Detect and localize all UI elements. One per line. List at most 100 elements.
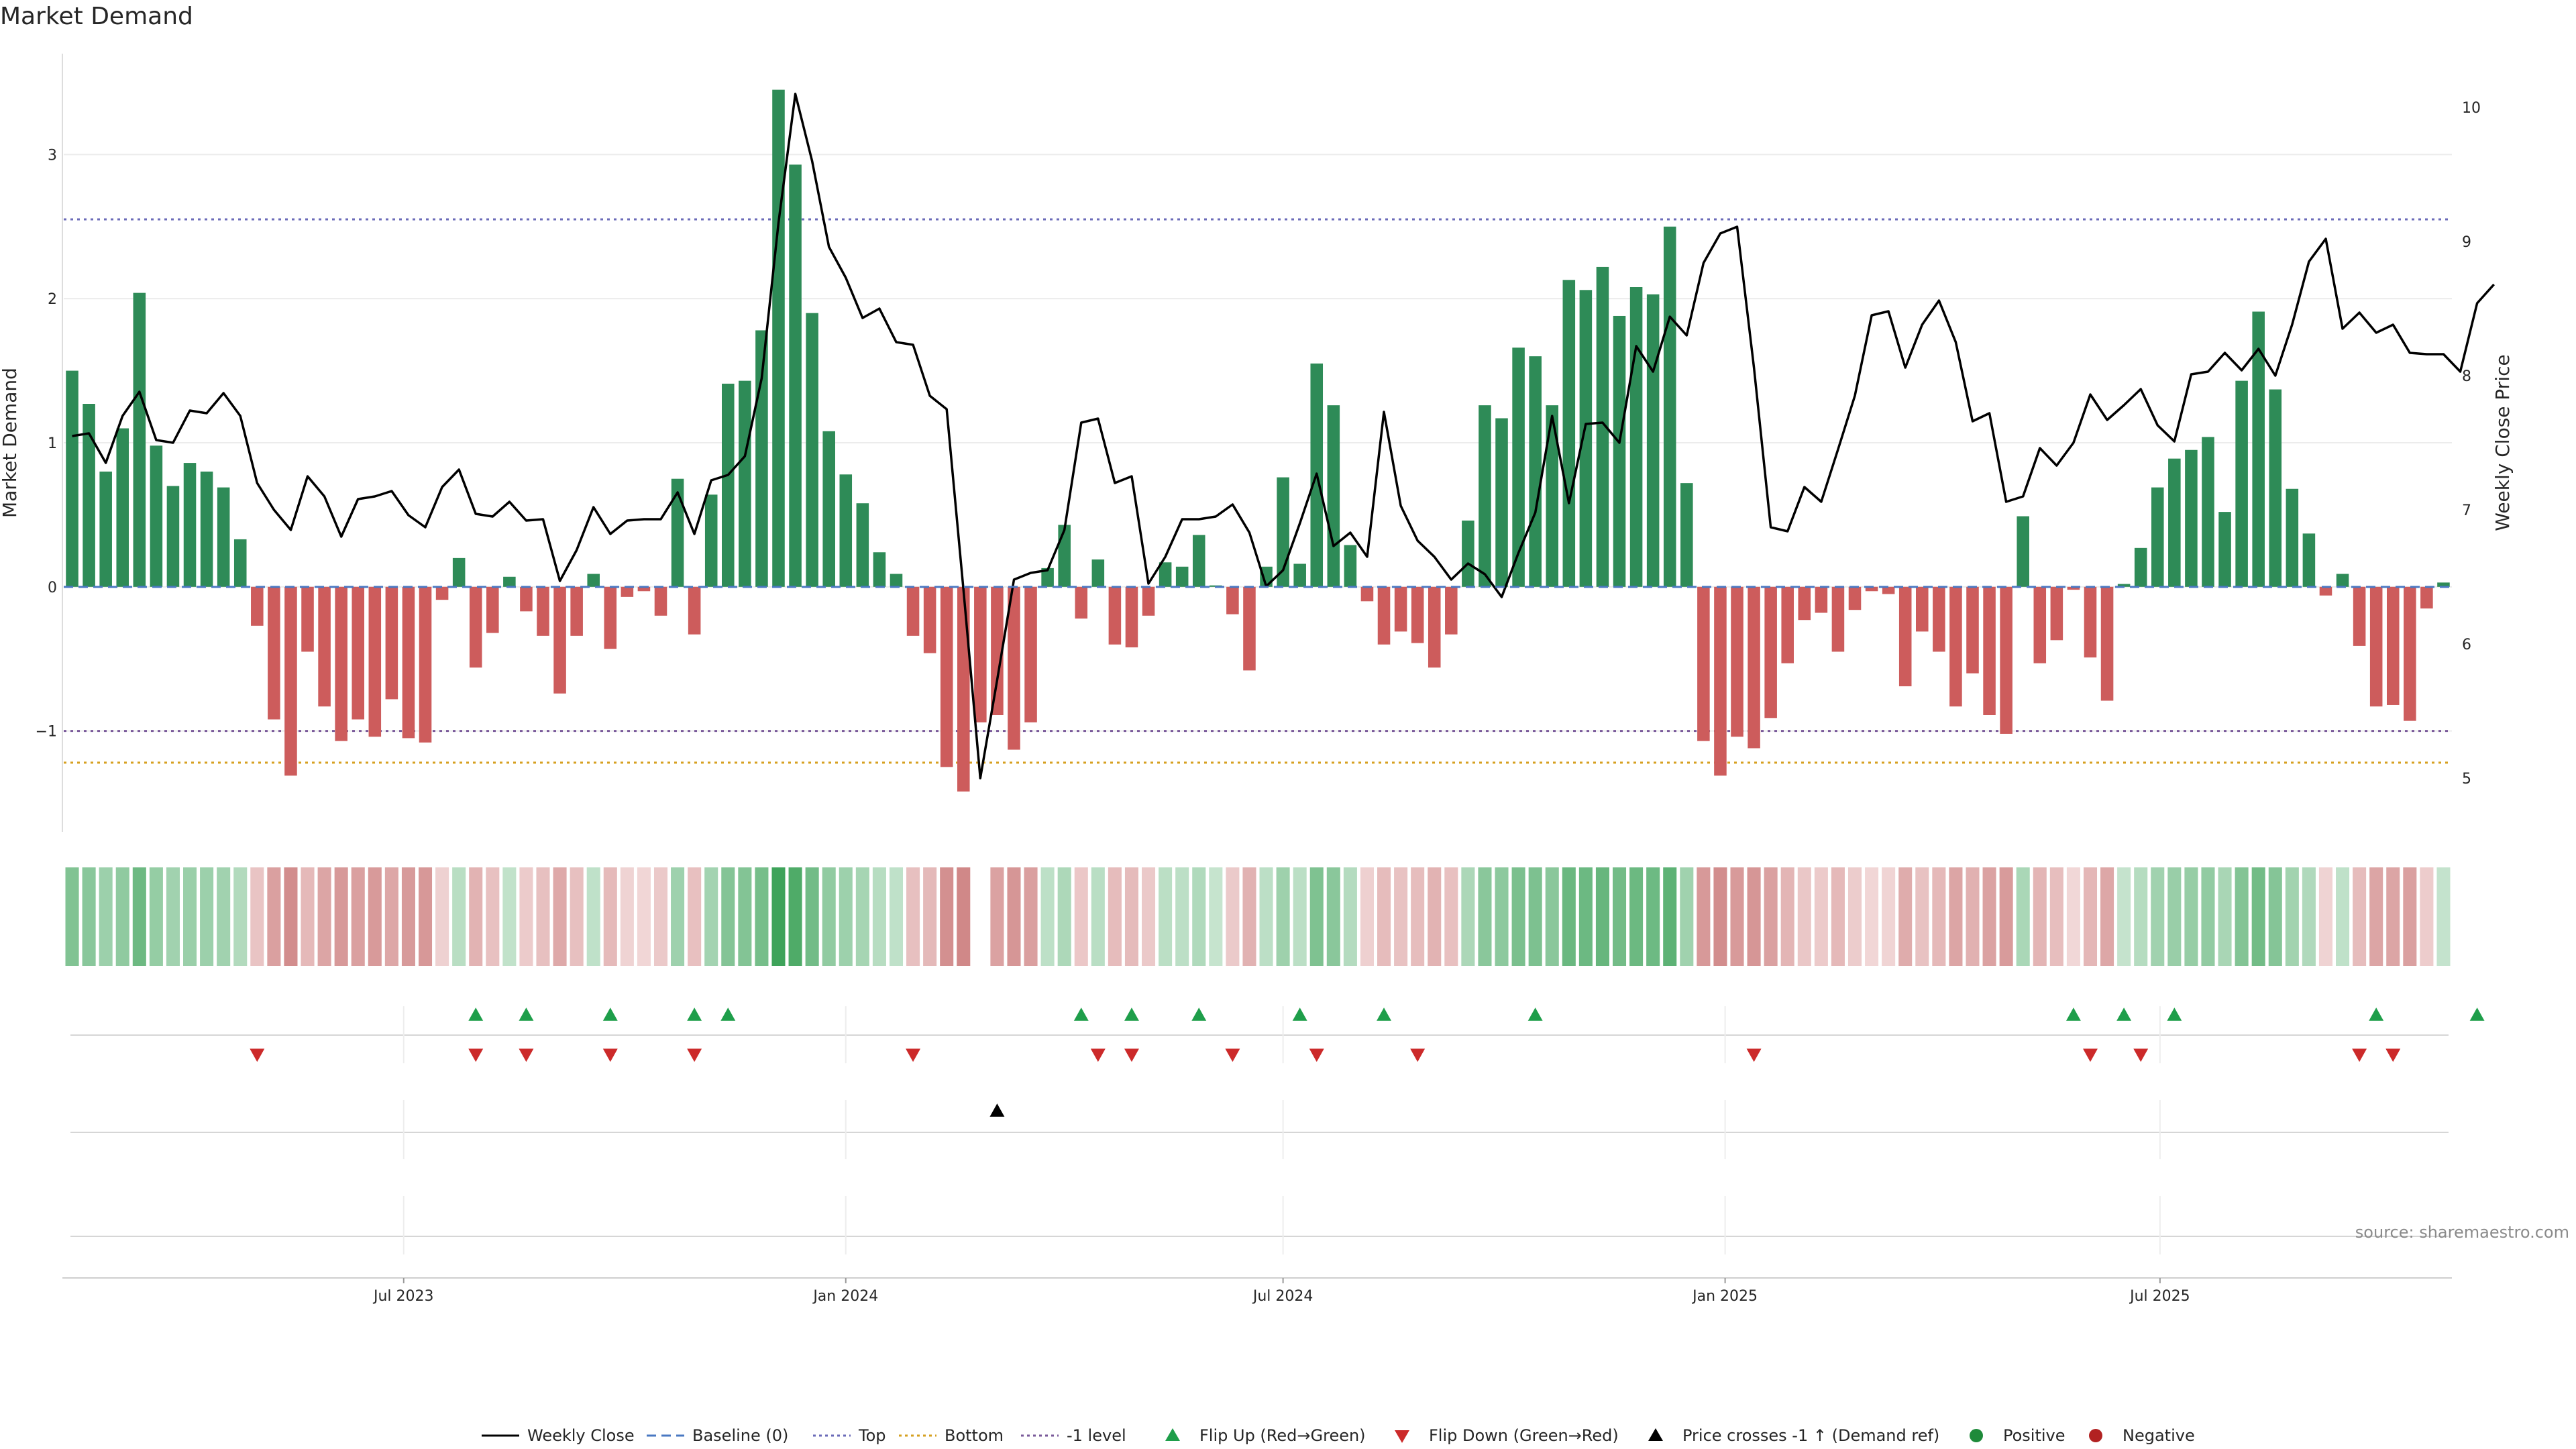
- demand-bar: [923, 586, 936, 653]
- heat-cell: [1814, 867, 1828, 966]
- heat-cell: [435, 867, 449, 966]
- heat-cell: [1747, 867, 1761, 966]
- heat-cell: [805, 867, 819, 966]
- legend-label: Weekly Close: [527, 1426, 635, 1445]
- signal-markers-layer: [250, 1008, 2485, 1117]
- heat-cell: [519, 867, 533, 966]
- demand-bar: [150, 445, 163, 587]
- demand-bar: [233, 539, 247, 587]
- heat-cell: [384, 867, 398, 966]
- heat-cell: [301, 867, 315, 966]
- heat-cell: [2369, 867, 2383, 966]
- legend-swatch: [1395, 1430, 1409, 1443]
- heat-cell: [2151, 867, 2165, 966]
- heat-cell: [1932, 867, 1946, 966]
- demand-bar: [1108, 586, 1122, 645]
- heat-cell: [1461, 867, 1475, 966]
- demand-bar: [1848, 586, 1862, 610]
- heat-cell: [1326, 867, 1340, 966]
- flip-down-marker: [1090, 1049, 1106, 1062]
- y2-tick-label: 6: [2462, 637, 2471, 653]
- heat-cell: [2066, 867, 2080, 966]
- flip-down-marker: [2385, 1049, 2401, 1062]
- demand-bar: [1008, 586, 1020, 750]
- demand-bar: [621, 586, 634, 597]
- flip-down-marker: [250, 1049, 265, 1062]
- demand-bar: [2067, 586, 2080, 590]
- heat-cell: [1428, 867, 1442, 966]
- demand-bar: [2235, 380, 2248, 587]
- demand-bar: [671, 478, 684, 587]
- flip-up-marker: [1124, 1008, 1139, 1021]
- flip-down-marker: [602, 1049, 618, 1062]
- y-tick-label: 3: [48, 147, 57, 164]
- heat-cell: [1865, 867, 1879, 966]
- demand-bar: [2000, 586, 2012, 734]
- demand-bar: [654, 586, 667, 616]
- heat-cell: [1159, 867, 1173, 966]
- demand-bar: [1731, 586, 1743, 737]
- demand-bar: [66, 370, 78, 587]
- close-price-line-layer: [72, 93, 2496, 780]
- demand-bar: [890, 574, 903, 587]
- legend-label: Price crosses -1 ↑ (Demand ref): [1682, 1426, 1939, 1445]
- demand-bar: [1748, 586, 1760, 749]
- heat-cell: [1680, 867, 1694, 966]
- heat-cell: [132, 867, 146, 966]
- heat-cell: [1343, 867, 1357, 966]
- demand-bar: [1192, 535, 1205, 587]
- heat-cell: [1411, 867, 1425, 966]
- heat-cell: [1764, 867, 1778, 966]
- demand-bar: [1916, 586, 1929, 632]
- legend-item: Bottom: [899, 1426, 1004, 1445]
- demand-bar: [200, 471, 213, 587]
- heat-cell: [2353, 867, 2367, 966]
- heat-cell: [1780, 867, 1794, 966]
- heat-cell: [1175, 867, 1189, 966]
- heat-cell: [1713, 867, 1727, 966]
- legend: Weekly Close Baseline (0) Top Bottom -1 leve…: [482, 1426, 2195, 1445]
- demand-bar: [537, 586, 549, 636]
- heat-cell: [1562, 867, 1576, 966]
- demand-bar: [2168, 458, 2181, 587]
- legend-label: Bottom: [945, 1426, 1004, 1445]
- demand-bar: [1479, 405, 1491, 587]
- legend-item: -1 level: [1021, 1426, 1126, 1445]
- x-tick-label: Jan 2025: [1691, 1288, 1758, 1305]
- heat-cell: [2318, 867, 2332, 966]
- legend-swatch: [1648, 1428, 1663, 1441]
- demand-bar: [2353, 586, 2366, 646]
- chart-title: Market Demand: [0, 3, 193, 30]
- demand-bar: [1411, 586, 1424, 643]
- demand-bar: [1058, 525, 1071, 587]
- flip-down-marker: [2133, 1049, 2149, 1062]
- demand-bar: [1360, 586, 1374, 602]
- heat-cell: [1226, 867, 1240, 966]
- demand-bar: [385, 586, 398, 700]
- demand-bar: [1949, 586, 1962, 707]
- demand-bar: [419, 586, 432, 743]
- demand-bar: [1125, 586, 1138, 648]
- heat-cell: [1898, 867, 1913, 966]
- heat-cell: [855, 867, 869, 966]
- heat-cell: [1882, 867, 1896, 966]
- heat-cell: [2268, 867, 2282, 966]
- legend-swatch: [1165, 1428, 1180, 1441]
- demand-bar: [856, 503, 869, 587]
- y2-tick-label: 7: [2462, 502, 2471, 519]
- x-tick-label: Jan 2024: [812, 1288, 878, 1305]
- y-tick-label: 1: [48, 435, 57, 452]
- demand-bar: [133, 292, 146, 587]
- heat-cell: [603, 867, 617, 966]
- heat-cell: [1074, 867, 1088, 966]
- legend-item: Negative: [2089, 1426, 2195, 1445]
- demand-bar: [789, 164, 802, 587]
- demand-bar: [604, 586, 617, 649]
- flip-up-marker: [1292, 1008, 1307, 1021]
- y2-tick-label: 8: [2462, 368, 2471, 385]
- demand-bar: [2269, 389, 2282, 587]
- heat-cell: [906, 867, 920, 966]
- heat-cell: [771, 867, 786, 966]
- heat-cell: [1057, 867, 1071, 966]
- flip-down-marker: [1225, 1049, 1240, 1062]
